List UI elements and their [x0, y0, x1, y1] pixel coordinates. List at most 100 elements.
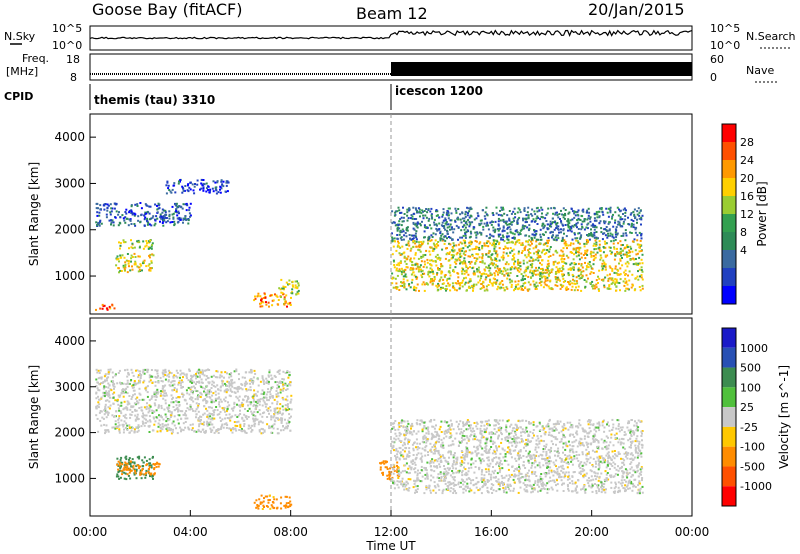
velocity-cell	[196, 375, 199, 378]
velocity-cell	[122, 395, 125, 398]
velocity-cell	[629, 440, 632, 443]
power-cell	[118, 241, 120, 244]
power-cell	[469, 266, 471, 269]
power-cell	[599, 249, 602, 252]
velocity-cell	[230, 375, 233, 378]
velocity-cell	[104, 411, 107, 414]
power-cell	[432, 247, 435, 250]
velocity-cell	[133, 382, 136, 385]
velocity-cell	[105, 424, 108, 427]
power-cell	[610, 240, 613, 243]
velocity-cell	[567, 461, 570, 464]
power-cell	[531, 270, 534, 273]
velocity-cell	[250, 371, 253, 374]
power-cell	[523, 210, 526, 212]
velocity-cell	[139, 370, 142, 373]
velocity-cell	[641, 491, 644, 494]
velocity-cell	[148, 399, 151, 402]
power-cell	[598, 246, 601, 249]
power-cell	[473, 257, 476, 259]
power-cell	[474, 240, 477, 242]
power-cell	[99, 220, 101, 223]
velocity-cell	[142, 414, 145, 417]
power-cell	[506, 214, 509, 217]
velocity-cell	[218, 376, 221, 379]
power-cell	[282, 287, 285, 290]
power-cell	[134, 203, 137, 206]
power-cell	[621, 225, 624, 228]
velocity-cell	[110, 380, 113, 383]
power-cell	[536, 206, 539, 209]
velocity-cell	[100, 424, 103, 427]
power-cell	[549, 279, 552, 282]
velocity-cell	[105, 386, 108, 388]
power-cell	[561, 223, 564, 226]
power-cell	[415, 245, 418, 248]
velocity-cell	[143, 424, 146, 427]
velocity-cell	[126, 368, 129, 371]
velocity-cell	[167, 379, 170, 382]
velocity-cell	[517, 436, 520, 439]
power-cell	[148, 223, 151, 226]
power-cell	[530, 220, 533, 223]
power-cell	[446, 252, 449, 254]
velocity-cell	[278, 385, 280, 388]
power-cell	[600, 227, 603, 230]
velocity-cell	[240, 403, 243, 406]
power-cell	[636, 221, 638, 224]
power-cell	[439, 258, 442, 261]
velocity-cell	[181, 410, 184, 413]
velocity-cell	[138, 399, 141, 401]
power-cell	[553, 207, 556, 210]
power-cell	[274, 293, 276, 296]
power-cell	[392, 245, 395, 248]
power-cell	[498, 241, 501, 244]
velocity-cell	[154, 381, 157, 383]
power-cell	[117, 258, 120, 260]
velocity-cell	[519, 454, 521, 457]
velocity-cell	[182, 386, 184, 388]
power-cell	[564, 224, 567, 226]
velocity-cell	[182, 376, 184, 379]
power-cell	[625, 209, 627, 212]
power-cell	[395, 267, 398, 270]
power-cell	[517, 252, 520, 255]
velocity-cell	[125, 422, 128, 425]
power-cell	[603, 240, 606, 243]
power-cell	[416, 224, 419, 226]
power-cell	[593, 219, 596, 222]
power-cell	[587, 262, 590, 265]
power-cell	[611, 277, 614, 280]
velocity-cell	[261, 389, 264, 392]
power-cell	[585, 239, 588, 242]
power-cell	[395, 287, 398, 290]
velocity-cell	[226, 407, 229, 410]
velocity-cell	[139, 381, 141, 384]
power-cell	[558, 261, 561, 264]
velocity-cell	[262, 428, 264, 431]
power-cell	[253, 299, 256, 302]
power-cell	[150, 247, 153, 250]
power-cell	[563, 242, 566, 245]
power-cell	[509, 281, 512, 284]
power-cell	[590, 224, 593, 227]
velocity-cell	[178, 404, 181, 406]
power-cell	[415, 238, 418, 241]
velocity-cell	[536, 464, 539, 467]
velocity-cell	[162, 394, 165, 397]
power-cell	[533, 220, 536, 223]
velocity-cell	[108, 400, 111, 403]
velocity-cell	[267, 499, 270, 502]
power-cell	[455, 211, 458, 214]
power-cell	[95, 308, 97, 311]
power-cell	[577, 269, 580, 272]
velocity-cell	[196, 406, 199, 409]
power-cell	[595, 286, 598, 289]
power-cell	[448, 259, 451, 262]
power-cell	[130, 254, 133, 257]
velocity-cell	[242, 420, 245, 422]
power-cell	[393, 237, 396, 240]
velocity-cell	[172, 420, 175, 423]
power-cell	[150, 260, 153, 263]
velocity-cell	[272, 416, 275, 419]
